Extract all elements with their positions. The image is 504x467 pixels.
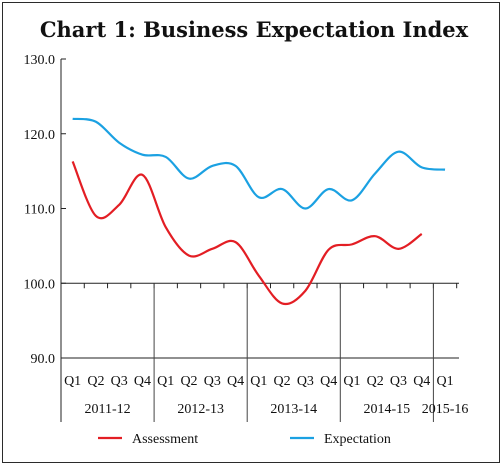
year-label: 2011-12 [84,402,130,417]
legend-label: Assessment [132,432,198,447]
year-label: 2015-16 [422,402,469,417]
series-line-expectation [72,117,446,210]
series-layer [71,117,446,306]
x-tick-label: Q4 [227,374,244,389]
x-tick-label: Q1 [250,374,267,389]
x-axis-labels: Q1 Q2 Q3 Q4 Q1 Q2 Q3 Q4 Q1 Q2 Q3 Q4 Q1 Q2 Q3 Q4 Q12011-1… [64,374,468,417]
x-tick-label: Q2 [367,374,384,389]
axes: 130.0 120.0 110.0 100.0 90.0 [24,53,459,422]
legend: Assessment Expectation [98,432,391,447]
year-label: 2013-14 [270,402,317,417]
x-tick-label: Q4 [320,374,337,389]
legend-label: Expectation [324,432,391,447]
x-tick-label: Q3 [297,374,314,389]
y-tick-label: 100.0 [24,277,56,292]
y-tick-label: 130.0 [24,53,56,68]
x-tick-label: Q2 [87,374,104,389]
year-label: 2014-15 [364,402,411,417]
x-tick-label: Q2 [274,374,291,389]
x-tick-label: Q1 [436,374,453,389]
chart-title: Chart 1: Business Expectation Index [40,17,469,42]
x-tick-label: Q4 [134,374,151,389]
year-label: 2012-13 [177,402,224,417]
x-tick-label: Q3 [204,374,221,389]
x-tick-label: Q3 [390,374,407,389]
y-tick-label: 120.0 [24,128,56,143]
chart-frame [2,2,500,463]
y-tick-label: 110.0 [24,203,55,218]
series-line-assessment [71,160,423,306]
y-tick-label: 90.0 [31,352,56,367]
x-tick-label: Q1 [343,374,360,389]
x-tick-label: Q3 [111,374,128,389]
x-tick-label: Q2 [180,374,197,389]
x-tick-label: Q1 [64,374,81,389]
x-tick-label: Q4 [413,374,430,389]
x-tick-label: Q1 [157,374,174,389]
